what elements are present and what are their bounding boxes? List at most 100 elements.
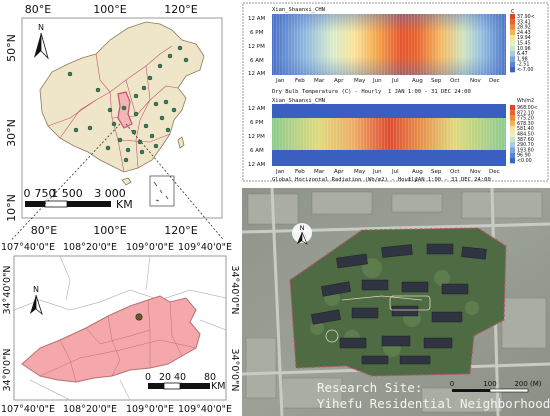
svg-text:Oct: Oct bbox=[450, 169, 460, 175]
scale-label-1500: 1 500 bbox=[51, 187, 83, 200]
svg-text:6 AM: 6 AM bbox=[250, 148, 264, 154]
svg-text:Jul: Jul bbox=[391, 78, 399, 84]
lat-labels-china: 50°N 30°N 10°N bbox=[5, 34, 18, 222]
city-markers bbox=[67, 45, 189, 163]
svg-text:Jun: Jun bbox=[372, 169, 382, 175]
svg-text:May: May bbox=[354, 78, 366, 84]
research-site-marker bbox=[135, 313, 143, 321]
svg-text:N: N bbox=[33, 285, 39, 294]
temp-chart-range: 1 JAN 1:00 - 31 DEC 24:00 bbox=[388, 89, 471, 95]
svg-text:6 PM: 6 PM bbox=[250, 120, 264, 126]
sx-lat-left-2: 34°0'0"N bbox=[2, 348, 13, 391]
svg-text:33.41: 33.41 bbox=[517, 19, 531, 25]
sx-lon-bottom-4: 109°40'0"E bbox=[178, 404, 232, 415]
svg-text:24.43: 24.43 bbox=[517, 30, 531, 36]
rad-chart-caption: Global Horizontal Radiation (Wh/m2) - Ho… bbox=[272, 177, 418, 183]
sx-lon-top-3: 109°0'0"E bbox=[126, 242, 174, 253]
svg-text:193.80: 193.80 bbox=[517, 147, 534, 153]
svg-text:19.94: 19.94 bbox=[517, 35, 531, 41]
sx-lon-top-4: 109°40'0"E bbox=[178, 242, 232, 253]
svg-text:-2.51: -2.51 bbox=[517, 62, 529, 68]
svg-text:Sep: Sep bbox=[431, 78, 442, 84]
svg-text:1.98: 1.98 bbox=[517, 56, 528, 62]
lon-label-top-120: 120°E bbox=[164, 3, 197, 16]
sx-lon-top-2: 108°20'0"E bbox=[63, 242, 117, 253]
svg-text:Aug: Aug bbox=[412, 169, 423, 175]
rad-legend: Wh/m2 968.00< 872.10 775.20 678.30 581.4… bbox=[510, 98, 538, 164]
scale-bar-shaanxi: 0 20 40 80 KM bbox=[145, 372, 225, 392]
taiwan-island bbox=[177, 136, 185, 149]
temp-y-ticks: 12 AM 6 PM 12 PM 6 AM 12 AM bbox=[248, 16, 266, 77]
scale-unit-km: KM bbox=[116, 198, 133, 211]
lon-label-bottom-100: 100°E bbox=[93, 224, 126, 237]
north-arrow-china: N bbox=[34, 23, 49, 60]
connector-line-left bbox=[10, 123, 121, 240]
svg-text:Mar: Mar bbox=[314, 78, 325, 84]
lat-label-10n: 10°N bbox=[5, 194, 18, 222]
svg-text:N: N bbox=[38, 23, 44, 32]
svg-text:Feb: Feb bbox=[295, 169, 305, 175]
sx-lat-right-1: 34°40'0"N bbox=[229, 265, 240, 314]
svg-text:Jan: Jan bbox=[275, 78, 285, 84]
svg-text:<0.00: <0.00 bbox=[517, 158, 532, 164]
svg-text:Jun: Jun bbox=[372, 78, 382, 84]
svg-text:100: 100 bbox=[483, 380, 496, 388]
svg-text:40: 40 bbox=[174, 372, 186, 383]
svg-text:678.30: 678.30 bbox=[517, 121, 534, 127]
svg-text:775.20: 775.20 bbox=[517, 116, 534, 122]
hainan-island bbox=[121, 177, 132, 186]
temp-chart-title: Xian_Shaanxi_CHN bbox=[272, 7, 325, 13]
temp-legend: C 37.90< 33.41 28.92 24.43 19.94 15.45 1… bbox=[510, 9, 535, 73]
lon-label-bottom-80: 80°E bbox=[31, 224, 57, 237]
svg-text:12 AM: 12 AM bbox=[248, 16, 266, 22]
svg-text:0: 0 bbox=[145, 372, 151, 383]
svg-text:15.45: 15.45 bbox=[517, 41, 531, 47]
south-china-sea-inset bbox=[149, 175, 175, 207]
svg-text:C: C bbox=[511, 9, 515, 15]
lon-label-bottom-120: 120°E bbox=[164, 224, 197, 237]
site-title-line2: Yihefu Residential Neighborhood bbox=[317, 396, 550, 411]
svg-text:6 AM: 6 AM bbox=[250, 58, 264, 64]
sx-lat-right-2: 34°0'0"N bbox=[229, 348, 240, 391]
svg-text:Mar: Mar bbox=[314, 169, 325, 175]
svg-text:12 AM: 12 AM bbox=[248, 106, 266, 112]
climate-panel: Xian_Shaanxi_CHN 12 AM 6 PM 12 PM 6 AM 1… bbox=[242, 2, 549, 183]
district-lines bbox=[39, 299, 197, 383]
scale-label-750: 750 bbox=[35, 187, 56, 200]
svg-text:Aug: Aug bbox=[412, 78, 423, 84]
svg-text:28.92: 28.92 bbox=[517, 25, 531, 31]
svg-text:968.00<: 968.00< bbox=[517, 105, 538, 111]
svg-text:May: May bbox=[354, 169, 366, 175]
sx-lat-left-1: 34°40'0"N bbox=[2, 265, 13, 314]
sx-lon-bottom-3: 109°0'0"E bbox=[126, 404, 174, 415]
xian-region bbox=[21, 295, 201, 383]
svg-text:290.70: 290.70 bbox=[517, 142, 534, 148]
sx-lon-bottom-2: 108°20'0"E bbox=[63, 404, 117, 415]
svg-text:KM: KM bbox=[211, 381, 225, 392]
svg-text:Oct: Oct bbox=[450, 78, 460, 84]
svg-text:<-7.00: <-7.00 bbox=[517, 67, 533, 73]
svg-text:6.47: 6.47 bbox=[517, 51, 528, 57]
svg-text:Nov: Nov bbox=[470, 169, 481, 175]
lat-label-30n: 30°N bbox=[5, 119, 18, 147]
north-arrow-site: N bbox=[292, 223, 312, 245]
rad-chart-title: Xian_Shaanxi_CHN bbox=[272, 98, 325, 104]
lon-label-top-80: 80°E bbox=[25, 3, 51, 16]
rad-chart-range: 1 JAN 1:00 - 31 DEC 24:00 bbox=[408, 177, 491, 183]
sx-lon-bottom-1: 107°40'0"E bbox=[1, 404, 55, 415]
surrounding-boundaries bbox=[13, 255, 227, 401]
scale-label-0: 0 bbox=[24, 187, 31, 200]
svg-text:96.90: 96.90 bbox=[517, 153, 531, 159]
svg-text:200 (M): 200 (M) bbox=[514, 380, 541, 388]
svg-text:12 AM: 12 AM bbox=[248, 162, 266, 168]
shaanxi-map-frame bbox=[13, 255, 227, 401]
svg-text:0: 0 bbox=[450, 380, 454, 388]
lon-label-top-100: 100°E bbox=[93, 3, 126, 16]
scale-bar-china: 0 750 1 500 3 000 KM bbox=[24, 187, 133, 211]
shaanxi-map-panel: 107°40'0"E 108°20'0"E 109°0'0"E 109°40'0… bbox=[0, 240, 240, 416]
svg-text:N: N bbox=[300, 224, 305, 232]
rad-y-ticks: 12 AM 6 PM 12 PM 6 AM 12 AM bbox=[248, 106, 266, 168]
residential-buildings bbox=[311, 243, 487, 365]
svg-text:484.50: 484.50 bbox=[517, 132, 534, 138]
scale-label-3000: 3 000 bbox=[94, 187, 126, 200]
